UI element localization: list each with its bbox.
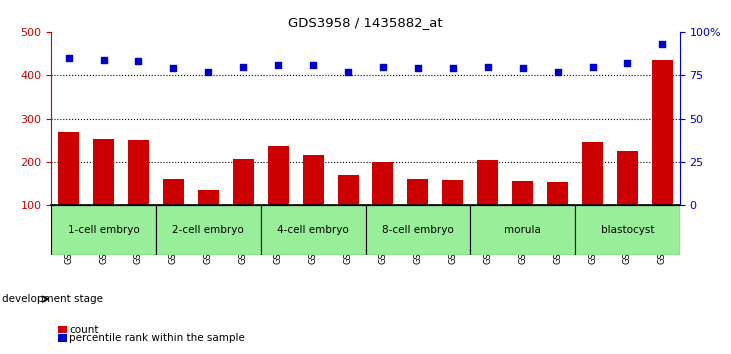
Bar (232, 159, 254, 249)
Title: GDS3958 / 1435882_at: GDS3958 / 1435882_at (288, 16, 443, 29)
Point (307, 62, 319, 68)
Point (412, 65, 424, 71)
Text: 2-cell embryo: 2-cell embryo (173, 225, 244, 235)
Bar (198, 190, 219, 249)
Point (517, 65, 529, 71)
Bar (58, 326, 67, 333)
Text: percentile rank within the sample: percentile rank within the sample (69, 333, 246, 343)
Bar (617, 151, 638, 249)
Bar (442, 180, 463, 249)
Bar (58, 334, 67, 342)
Point (552, 69, 564, 75)
Point (447, 65, 458, 71)
Text: count: count (69, 325, 99, 335)
Bar (58, 132, 79, 249)
Point (167, 65, 179, 71)
Bar (366, 205, 470, 255)
Bar (338, 175, 358, 249)
Point (482, 64, 493, 69)
Bar (547, 182, 568, 249)
Bar (128, 140, 149, 249)
Text: 4-cell embryo: 4-cell embryo (277, 225, 349, 235)
Point (98, 57, 110, 62)
Text: morula: morula (504, 225, 541, 235)
Bar (51, 205, 156, 255)
Point (587, 64, 599, 69)
Text: blastocyst: blastocyst (601, 225, 654, 235)
Bar (156, 205, 261, 255)
Bar (512, 181, 533, 249)
Point (621, 60, 633, 66)
Point (238, 64, 249, 69)
Bar (652, 60, 673, 249)
Point (342, 69, 354, 75)
Bar (261, 205, 366, 255)
Bar (477, 160, 499, 249)
Text: development stage: development stage (2, 294, 103, 304)
Bar (268, 146, 289, 249)
Bar (373, 162, 393, 249)
Point (273, 62, 284, 68)
Bar (575, 205, 680, 255)
Bar (407, 179, 428, 249)
Bar (303, 155, 324, 249)
Bar (470, 205, 575, 255)
Text: 8-cell embryo: 8-cell embryo (382, 225, 454, 235)
Bar (93, 139, 114, 249)
Bar (163, 179, 184, 249)
Point (377, 64, 389, 69)
Point (63, 55, 75, 61)
Point (202, 69, 214, 75)
Text: 1-cell embryo: 1-cell embryo (68, 225, 140, 235)
Bar (582, 142, 603, 249)
Point (656, 41, 668, 47)
Point (132, 58, 144, 64)
